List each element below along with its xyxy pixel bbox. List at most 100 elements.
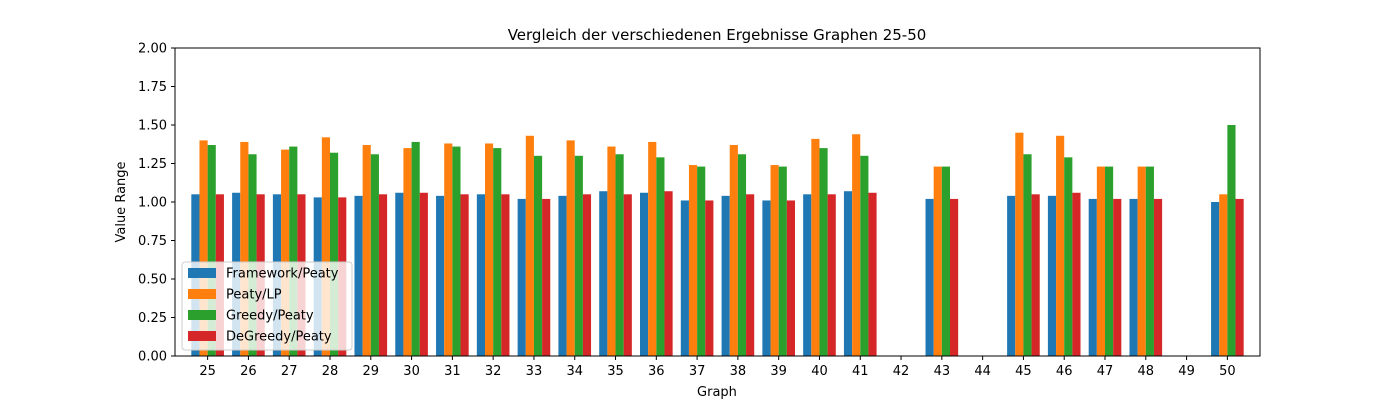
bar-peaty-lp-37 [688,165,698,356]
y-tick-label: 0.50 [138,273,167,288]
x-tick-label: 33 [526,364,543,379]
bar-greedy-peaty-30 [411,141,420,356]
x-tick-label: 42 [893,364,910,379]
x-tick-label: 45 [1015,364,1032,379]
bar-framework-peaty-34 [558,195,567,356]
bar-degreedy-peaty-48 [1153,198,1163,356]
x-tick-label: 34 [566,364,583,379]
bar-peaty-lp-39 [770,165,779,356]
x-tick-label: 25 [199,364,216,379]
bar-degreedy-peaty-40 [827,194,836,356]
bar-peaty-lp-36 [648,141,657,356]
bar-degreedy-peaty-33 [542,198,551,356]
bar-greedy-peaty-40 [819,148,828,356]
x-tick-label: 36 [648,364,665,379]
bar-framework-peaty-37 [680,200,689,356]
bar-greedy-peaty-26 [248,154,257,356]
bar-greedy-peaty-38 [737,154,747,356]
y-tick-label: 0.00 [138,350,167,365]
x-tick-label: 28 [322,364,339,379]
y-axis-label: Value Range [114,161,129,242]
bar-degreedy-peaty-41 [868,192,877,356]
bar-degreedy-peaty-35 [623,194,632,356]
bar-degreedy-peaty-50 [1235,198,1244,356]
x-tick-label: 37 [689,364,706,379]
bar-peaty-lp-48 [1137,166,1146,356]
bar-greedy-peaty-43 [941,166,950,356]
legend-swatch [188,331,216,341]
bar-degreedy-peaty-45 [1031,194,1040,356]
bar-peaty-lp-27 [281,149,290,356]
bar-framework-peaty-45 [1007,195,1016,356]
x-tick-label: 46 [1056,364,1073,379]
bar-greedy-peaty-45 [1023,154,1032,356]
bar-degreedy-peaty-47 [1113,198,1122,356]
chart-title: Vergleich der verschiedenen Ergebnisse G… [508,26,927,44]
x-tick-label: 44 [974,364,991,379]
x-tick-label: 47 [1097,364,1114,379]
bar-framework-peaty-50 [1211,202,1220,356]
bar-greedy-peaty-33 [533,155,543,356]
bar-framework-peaty-36 [640,192,649,356]
bar-framework-peaty-43 [925,198,934,356]
bar-framework-peaty-40 [803,194,812,356]
legend-label: Peaty/LP [226,288,282,303]
bar-greedy-peaty-25 [207,145,216,356]
x-tick-label: 49 [1178,364,1195,379]
bar-degreedy-peaty-29 [378,194,388,356]
bar-greedy-peaty-37 [697,166,706,356]
bar-peaty-lp-33 [525,135,534,356]
bar-framework-peaty-33 [517,198,526,356]
bar-greedy-peaty-36 [656,157,665,356]
bar-degreedy-peaty-46 [1072,192,1081,356]
bar-peaty-lp-29 [362,145,371,356]
legend-box [181,261,353,351]
bar-framework-peaty-31 [436,195,445,356]
bar-framework-peaty-46 [1047,195,1057,356]
bar-degreedy-peaty-30 [419,192,428,356]
bar-peaty-lp-25 [199,140,208,356]
x-axis-label: Graph [697,385,737,400]
bar-peaty-lp-47 [1096,166,1105,356]
bar-peaty-lp-31 [444,143,453,356]
x-tick-label: 29 [363,364,380,379]
bar-framework-peaty-32 [476,194,485,356]
x-tick-label: 38 [730,364,747,379]
bar-degreedy-peaty-34 [582,194,592,356]
y-tick-label: 1.25 [138,157,167,172]
bar-greedy-peaty-35 [615,154,624,356]
bar-greedy-peaty-41 [860,155,869,356]
x-tick-label: 26 [240,364,257,379]
axes-group: 0.00 0.25 0.50 0.75 1.00 1.25 1.50 1.75 2.00 25 26… [138,42,1261,379]
bar-framework-peaty-29 [354,195,363,356]
bar-framework-peaty-47 [1088,198,1097,356]
bar-framework-peaty-39 [762,200,771,356]
y-tick-label: 0.25 [138,311,167,326]
bar-greedy-peaty-28 [330,152,339,356]
x-tick-label: 35 [607,364,624,379]
bar-degreedy-peaty-37 [705,200,714,356]
bar-degreedy-peaty-36 [664,191,673,356]
x-tick-label: 32 [485,364,502,379]
x-tick-label: 31 [444,364,461,379]
x-tick-label: 43 [934,364,951,379]
y-tick-label: 0.75 [138,234,167,249]
x-tick-label: 39 [770,364,787,379]
bar-framework-peaty-41 [843,191,853,356]
legend: Framework/Peaty Peaty/LP Greedy/Peaty DeGre… [181,261,353,351]
bar-degreedy-peaty-32 [501,194,510,356]
bar-framework-peaty-38 [721,195,730,356]
bar-peaty-lp-32 [485,143,494,356]
y-tick-label: 1.00 [138,196,167,211]
bar-peaty-lp-50 [1219,194,1228,356]
y-tick-label: 1.75 [138,80,167,95]
bar-greedy-peaty-47 [1105,166,1114,356]
bar-greedy-peaty-46 [1064,157,1073,356]
x-tick-label: 50 [1219,364,1236,379]
bar-peaty-lp-38 [729,145,738,356]
bar-greedy-peaty-32 [493,148,502,356]
bar-greedy-peaty-39 [778,166,787,356]
x-tick-label: 40 [811,364,828,379]
bar-degreedy-peaty-43 [950,198,959,356]
